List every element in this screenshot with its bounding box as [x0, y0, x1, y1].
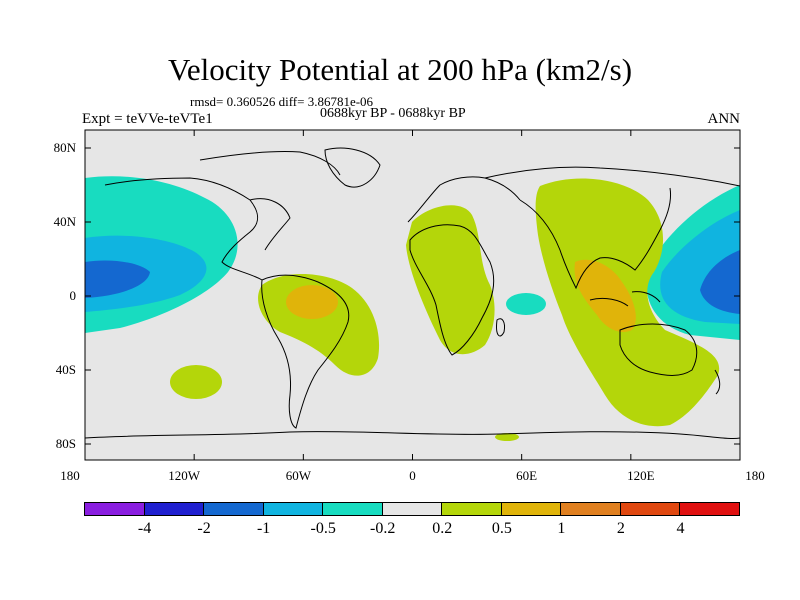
colorbar-box [84, 502, 145, 516]
colorbar-box [262, 502, 324, 516]
coastlines [85, 147, 740, 439]
colorbar-box [560, 502, 621, 516]
contour-neg-indian-ocean [506, 293, 546, 315]
x-tick-label: 180 [60, 468, 80, 483]
colorbar-label: -1 [256, 520, 271, 537]
contour-neg-1-west [85, 260, 150, 298]
axis-ticks [84, 130, 741, 460]
colorbar [84, 502, 741, 516]
coast-australia [619, 323, 698, 376]
y-tick-label: 80S [55, 436, 76, 451]
colorbar-box [441, 502, 502, 516]
coast-new-zealand [714, 369, 721, 395]
coast-greenland [324, 147, 381, 188]
colorbar-box [322, 502, 383, 516]
y-tick-label: 40S [55, 362, 76, 377]
coast-madagascar [496, 318, 505, 337]
coast-south-america [261, 274, 350, 429]
contour-pos-southern-ocean [495, 433, 519, 441]
coast-indonesia [589, 291, 661, 307]
colorbar-box [619, 502, 681, 516]
x-tick-label: 60W [285, 468, 311, 483]
contour-fill-layer [85, 176, 740, 441]
x-tick-label: 0 [409, 468, 416, 483]
contour-pos-africa [406, 205, 495, 355]
colorbar-label: -4 [137, 520, 152, 537]
colorbar-label: -0.2 [370, 520, 396, 537]
y-tick-label: 40N [53, 214, 76, 229]
contour-pos-south-atlantic [170, 365, 222, 399]
colorbar-label: -0.5 [310, 520, 336, 537]
colorbar-box [679, 502, 741, 516]
colorbar-box [381, 502, 443, 516]
colorbar-label: 0.2 [432, 520, 453, 537]
coast-antarctica [85, 431, 740, 439]
coast-asia [484, 166, 740, 187]
x-tick-label: 180 [745, 468, 765, 483]
coast-africa [409, 224, 495, 356]
contour-neg-1-east [700, 250, 740, 314]
x-tick-label: 60E [516, 468, 538, 483]
contour-pos05-south-america [286, 285, 338, 319]
colorbar-label: 0.5 [491, 520, 512, 537]
coast-us-east [249, 198, 291, 251]
period-label: 0688kyr BP - 0688kyr BP [320, 106, 466, 121]
experiment-label: Expt = teVVe-teVTe1 [82, 111, 213, 127]
x-tick-label: 120W [168, 468, 201, 483]
y-tick-label: 80N [53, 140, 76, 155]
coast-north-america [104, 177, 263, 281]
contour-pos05-maritime-continent [574, 259, 636, 333]
coast-south-asia [519, 187, 671, 290]
x-tick-label: 120E [627, 468, 655, 483]
colorbar-box [203, 502, 264, 516]
coast-europe [407, 176, 521, 223]
season-label: ANN [707, 111, 741, 127]
colorbar-label: 1 [557, 520, 566, 537]
colorbar-label: 2 [616, 520, 625, 537]
coast-arctic-canada [199, 151, 341, 176]
colorbar-box [500, 502, 562, 516]
plot-title: Velocity Potential at 200 hPa (km2/s) [167, 52, 633, 87]
stats-text: rmsd= 0.360526 diff= 3.86781e-06 [190, 94, 374, 109]
colorbar-box [143, 502, 205, 516]
colorbar-label: 4 [676, 520, 685, 537]
colorbar-label: -2 [197, 520, 211, 537]
y-tick-label: 0 [69, 288, 77, 303]
